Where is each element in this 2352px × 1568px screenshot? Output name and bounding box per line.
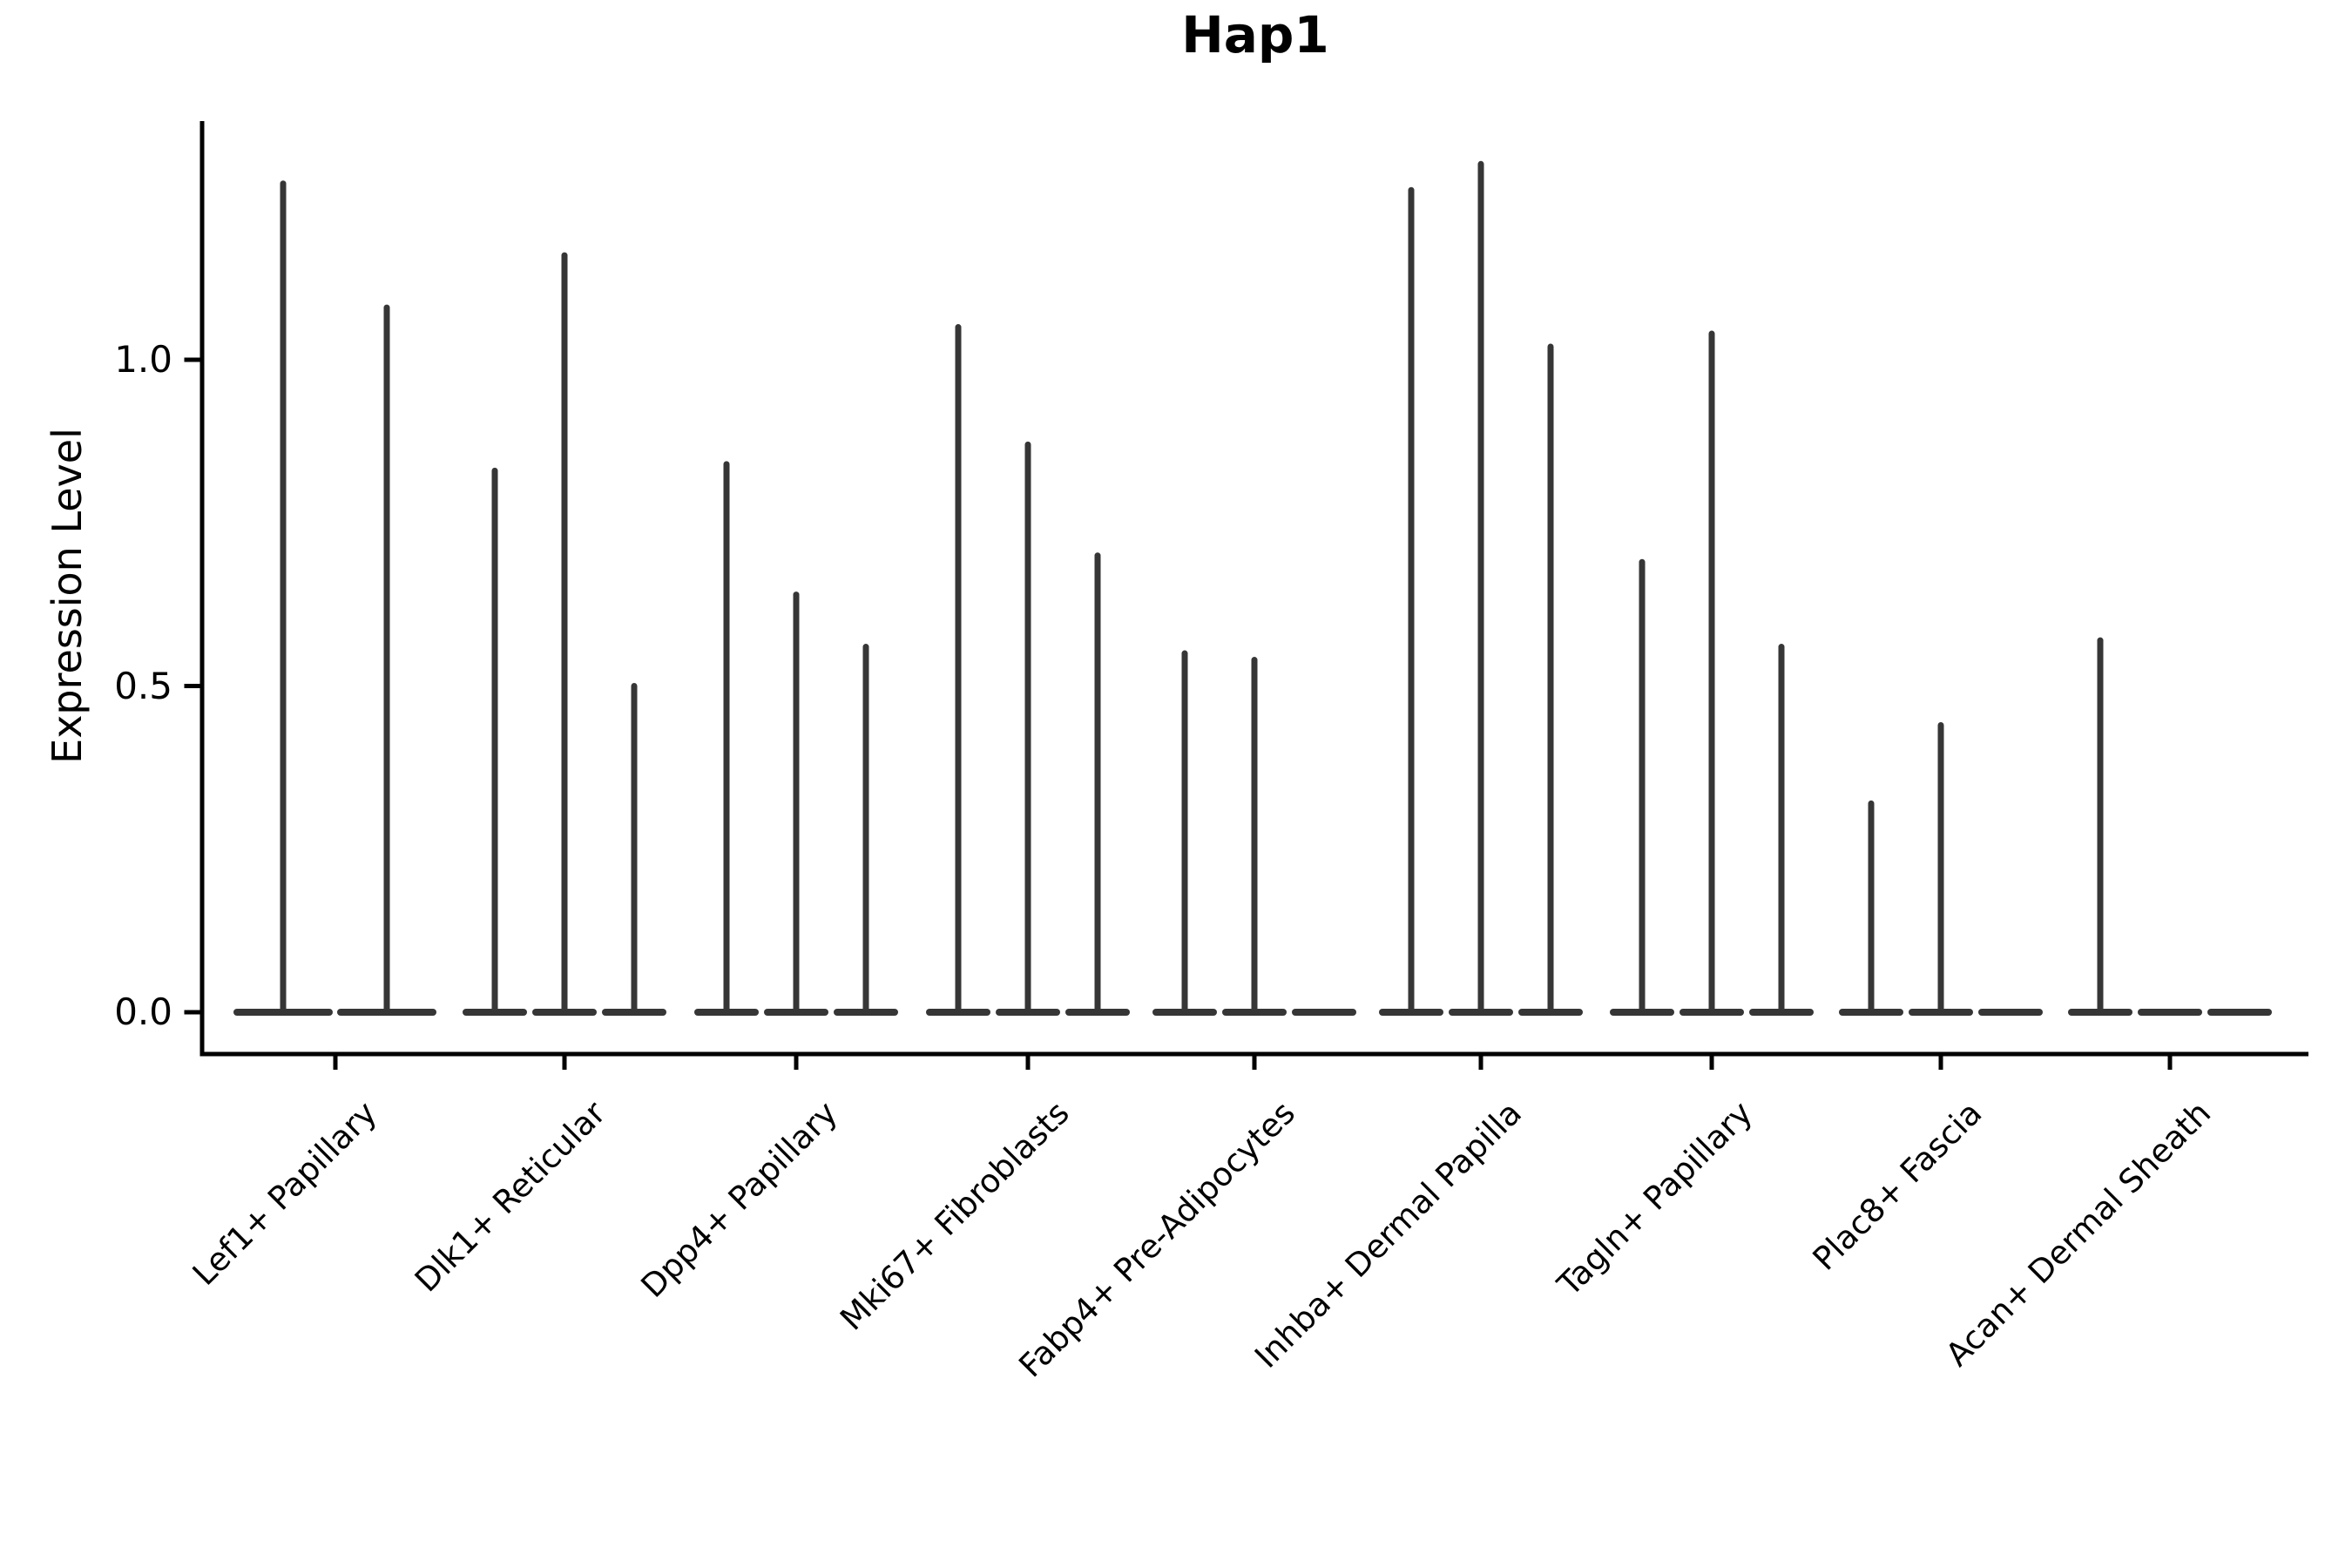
- y-tick-label: 0.5: [114, 664, 172, 707]
- x-tick-mark: [1025, 1054, 1031, 1070]
- x-tick-mark: [1938, 1054, 1943, 1070]
- x-tick-mark: [794, 1054, 799, 1070]
- y-tick-label: 1.0: [114, 338, 172, 381]
- x-tick-mark: [562, 1054, 567, 1070]
- x-tick-mark: [1252, 1054, 1257, 1070]
- violin-base: [1292, 1009, 1356, 1016]
- y-axis-spine: [199, 121, 205, 1057]
- x-tick-mark: [1478, 1054, 1484, 1070]
- violin-base: [2138, 1009, 2202, 1016]
- violin-base: [2207, 1009, 2272, 1016]
- violin-base: [1978, 1009, 2043, 1016]
- x-tick-mark: [333, 1054, 338, 1070]
- x-tick-mark: [2167, 1054, 2173, 1070]
- y-tick-label: 0.0: [114, 990, 172, 1033]
- y-tick-mark: [184, 684, 200, 688]
- chart-title: Hap1: [1181, 5, 1329, 64]
- x-tick-mark: [1709, 1054, 1714, 1070]
- y-tick-mark: [184, 1010, 200, 1015]
- y-tick-mark: [184, 357, 200, 362]
